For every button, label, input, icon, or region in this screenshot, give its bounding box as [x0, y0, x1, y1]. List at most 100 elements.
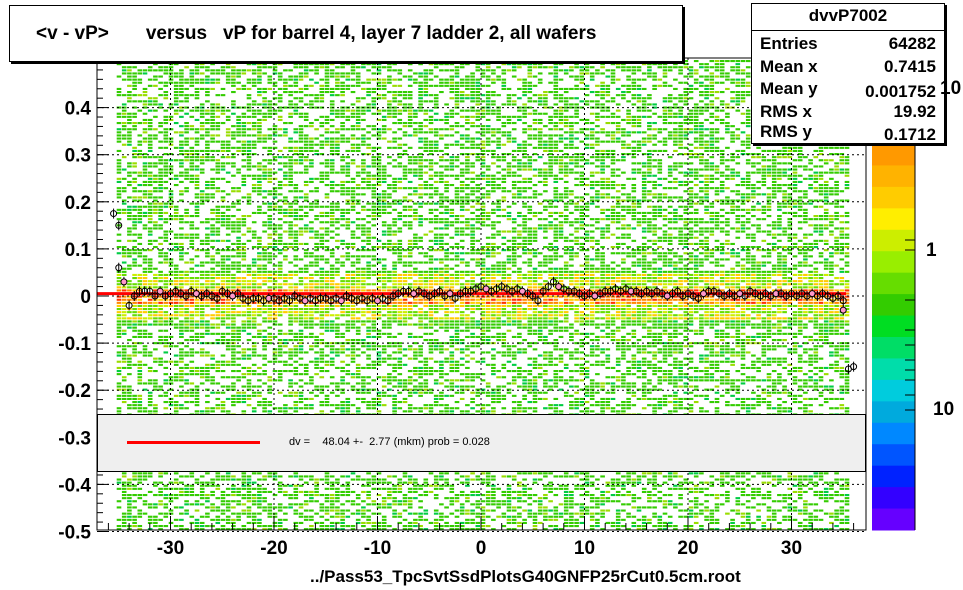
heatmap-cell	[298, 512, 304, 515]
heatmap-cell	[241, 215, 247, 218]
heatmap-cell	[121, 109, 127, 112]
heatmap-cell	[251, 335, 257, 338]
heatmap-cell	[127, 66, 132, 69]
heatmap-cell	[158, 394, 163, 397]
heatmap-cell	[199, 484, 205, 487]
heatmap-cell	[329, 100, 335, 103]
heatmap-cell	[127, 494, 132, 497]
heatmap-cell	[199, 283, 205, 286]
heatmap-cell	[288, 205, 293, 208]
heatmap-cell	[272, 103, 278, 106]
heatmap-cell	[241, 134, 247, 137]
heatmap-cell	[371, 211, 377, 214]
heatmap-cell	[314, 317, 319, 320]
heatmap-cell	[158, 208, 163, 211]
heatmap-cell	[205, 78, 210, 81]
heatmap-cell	[329, 521, 335, 524]
heatmap-cell	[194, 481, 200, 484]
heatmap-cell	[345, 199, 351, 202]
heatmap-cell	[335, 143, 340, 146]
heatmap-cell	[194, 196, 200, 199]
heatmap-cell	[225, 397, 231, 400]
heatmap-cell	[241, 255, 247, 258]
heatmap-cell	[298, 112, 304, 115]
heatmap-cell	[355, 329, 361, 332]
heatmap-cell	[251, 472, 257, 475]
heatmap-cell	[121, 317, 127, 320]
heatmap-cell	[225, 339, 231, 342]
heatmap-cell	[163, 134, 169, 137]
heatmap-cell	[303, 72, 309, 75]
heatmap-cell	[116, 382, 122, 385]
heatmap-cell	[158, 66, 163, 69]
heatmap-cell	[272, 97, 278, 100]
heatmap-cell	[194, 385, 200, 388]
heatmap-cell	[199, 475, 205, 478]
heatmap-cell	[319, 100, 325, 103]
heatmap-cell	[210, 184, 215, 187]
heatmap-cell	[257, 512, 262, 515]
heatmap-cell	[173, 301, 179, 304]
heatmap-cell	[345, 481, 351, 484]
heatmap-cell	[205, 298, 210, 301]
heatmap-cell	[236, 202, 241, 205]
heatmap-cell	[309, 345, 314, 348]
heatmap-cell	[350, 125, 356, 128]
heatmap-cell	[225, 208, 231, 211]
heatmap-cell	[397, 215, 403, 218]
heatmap-cell	[345, 277, 351, 280]
heatmap-cell	[121, 394, 127, 397]
heatmap-cell	[153, 221, 158, 224]
heatmap-cell	[277, 249, 283, 252]
heatmap-cell	[121, 190, 127, 193]
heatmap-cell	[137, 509, 143, 512]
heatmap-cell	[121, 66, 127, 69]
heatmap-cell	[267, 379, 273, 382]
heatmap-cell	[361, 391, 366, 394]
heatmap-cell	[387, 357, 392, 360]
heatmap-cell	[251, 518, 257, 521]
heatmap-cell	[376, 94, 382, 97]
heatmap-cell	[288, 357, 293, 360]
heatmap-cell	[189, 370, 195, 373]
heatmap-cell	[397, 91, 403, 94]
heatmap-cell	[205, 196, 210, 199]
heatmap-cell	[324, 497, 330, 500]
heatmap-cell	[241, 472, 247, 475]
heatmap-cell	[319, 370, 325, 373]
heatmap-cell	[329, 221, 335, 224]
heatmap-cell	[231, 69, 236, 72]
heatmap-cell	[283, 308, 288, 311]
heatmap-cell	[199, 128, 205, 131]
heatmap-cell	[267, 391, 273, 394]
heatmap-cell	[376, 286, 382, 289]
heatmap-cell	[277, 311, 283, 314]
heatmap-cell	[179, 311, 184, 314]
heatmap-cell	[158, 218, 163, 221]
heatmap-cell	[340, 484, 345, 487]
heatmap-cell	[194, 187, 200, 190]
heatmap-cell	[121, 388, 127, 391]
heatmap-cell	[194, 320, 200, 323]
heatmap-cell	[272, 246, 278, 249]
heatmap-cell	[293, 218, 299, 221]
heatmap-cell	[246, 311, 252, 314]
heatmap-cell	[184, 187, 189, 190]
heatmap-cell	[189, 472, 195, 475]
heatmap-cell	[277, 184, 283, 187]
heatmap-cell	[350, 326, 356, 329]
heatmap-cell	[381, 137, 387, 140]
heatmap-cell	[293, 497, 299, 500]
heatmap-cell	[257, 236, 262, 239]
heatmap-cell	[168, 335, 174, 338]
heatmap-cell	[387, 345, 392, 348]
heatmap-cell	[215, 149, 221, 152]
heatmap-cell	[345, 180, 351, 183]
heatmap-cell	[350, 264, 356, 267]
heatmap-cell	[293, 345, 299, 348]
heatmap-cell	[205, 131, 210, 134]
heatmap-cell	[246, 304, 252, 307]
heatmap-cell	[236, 286, 241, 289]
heatmap-cell	[199, 490, 205, 493]
heatmap-cell	[231, 227, 236, 230]
